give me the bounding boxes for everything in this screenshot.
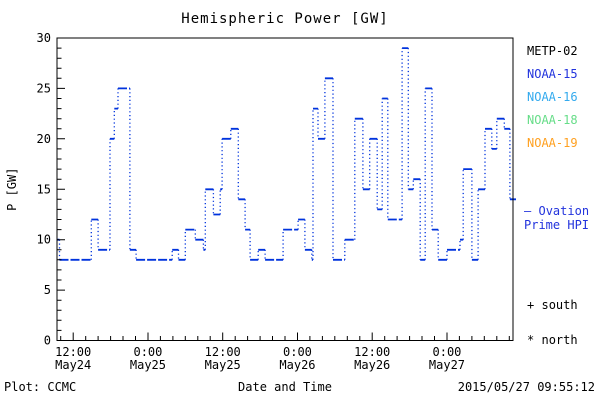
hpi-step-levels <box>57 47 516 261</box>
y-tick-label: 10 <box>37 233 51 247</box>
x-tick-time-label: 0:00 <box>433 345 462 359</box>
x-tick-date-label: May27 <box>429 358 465 372</box>
x-tick-date-label: May25 <box>205 358 241 372</box>
chart-title: Hemispheric Power [GW] <box>181 11 389 27</box>
y-axis-title: P [GW] <box>5 168 19 211</box>
y-tick-label: 0 <box>44 334 51 348</box>
x-tick-time-label: 12:00 <box>205 345 241 359</box>
asterisk-marker-icon: * <box>527 333 535 347</box>
plus-marker-icon: + <box>527 298 535 312</box>
x-tick-date-label: May24 <box>55 358 91 372</box>
legend-item-noaa-19: NOAA-19 <box>527 136 578 150</box>
north-label: north <box>541 333 578 347</box>
x-tick-date-label: May26 <box>354 358 390 372</box>
y-tick-label: 15 <box>37 182 51 196</box>
x-tick-time-label: 0:00 <box>283 345 312 359</box>
x-tick-time-label: 0:00 <box>133 345 162 359</box>
axis-tick-marks <box>57 37 510 341</box>
y-tick-label: 25 <box>37 81 51 95</box>
x-tick-time-label: 12:00 <box>354 345 390 359</box>
y-tick-label: 20 <box>37 132 51 146</box>
ovation-prime-legend: — Ovation Prime HPI <box>524 204 589 232</box>
ovation-label-line2: Prime HPI <box>524 218 590 232</box>
plot-source-label: Plot: CCMC <box>4 380 77 394</box>
south-label: south <box>541 298 578 312</box>
x-axis-title: Date and Time <box>238 380 332 394</box>
plot-timestamp: 2015/05/27 09:55:12 <box>457 380 595 394</box>
x-tick-date-label: May26 <box>279 358 315 372</box>
y-tick-label: 30 <box>37 31 51 45</box>
legend-item-noaa-18: NOAA-18 <box>527 113 578 127</box>
ovation-label-line1: Ovation <box>538 204 590 218</box>
hemisphere-marker-key: + south * north <box>527 298 578 368</box>
legend-item-noaa-16: NOAA-16 <box>527 90 578 104</box>
legend-item-noaa-15: NOAA-15 <box>527 67 578 81</box>
x-tick-date-label: May25 <box>130 358 166 372</box>
y-tick-label: 5 <box>44 283 51 297</box>
legend-item-metp-02: METP-02 <box>527 44 578 58</box>
x-tick-time-label: 12:00 <box>55 345 91 359</box>
plot-frame <box>56 37 514 341</box>
line-sample-dash: — <box>524 204 532 218</box>
hpi-step-transitions <box>58 48 511 260</box>
satellite-legend: METP-02 NOAA-15 NOAA-16 NOAA-18 NOAA-19 <box>527 40 578 155</box>
